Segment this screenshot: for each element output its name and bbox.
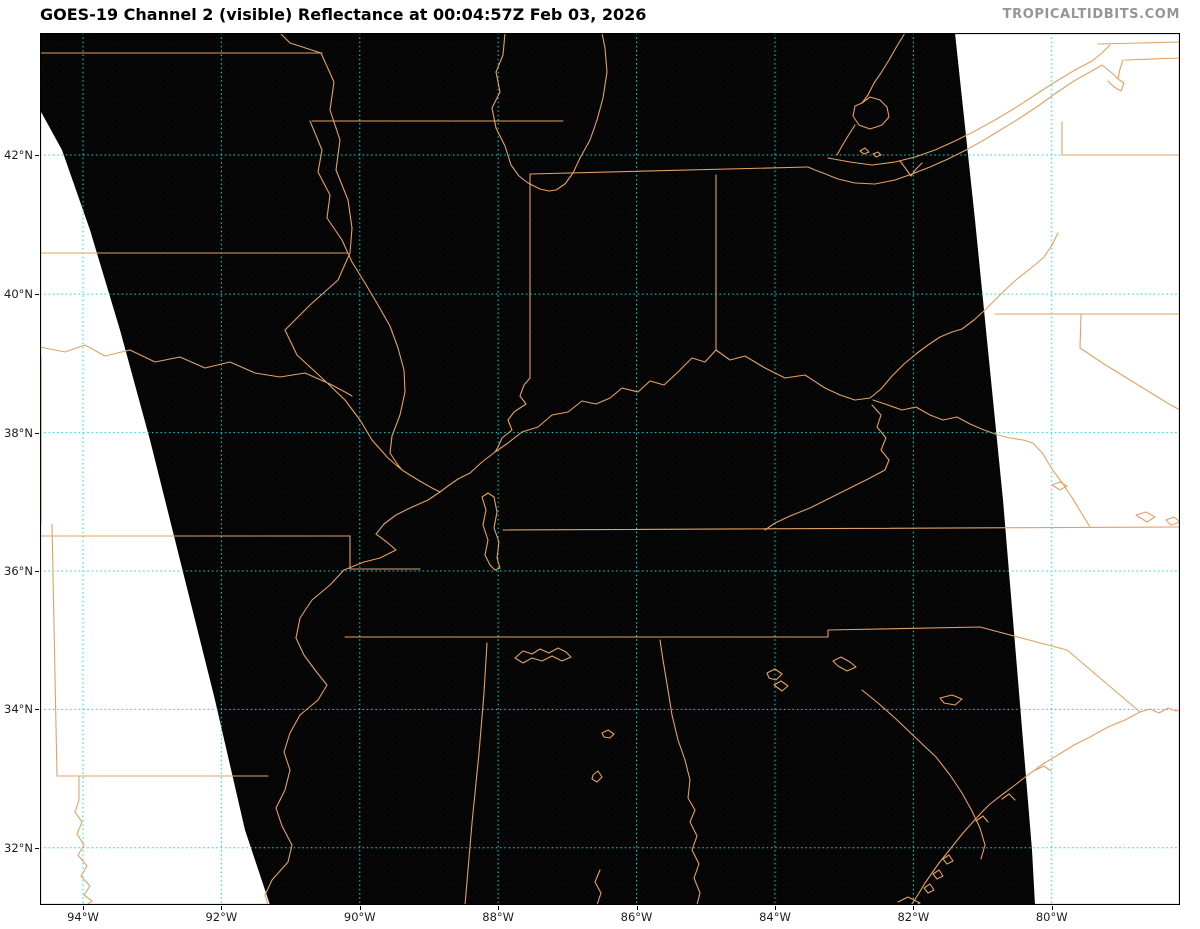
x-tick-label: 84°W bbox=[759, 910, 791, 924]
y-tick-label: 42°N bbox=[4, 147, 33, 162]
plot-frame bbox=[39, 32, 1181, 906]
x-tick-mark bbox=[359, 906, 361, 910]
x-tick-mark bbox=[82, 906, 84, 910]
x-tick-label: 94°W bbox=[67, 910, 99, 924]
y-tick-mark bbox=[35, 571, 39, 573]
latlon-grid bbox=[40, 33, 1180, 905]
map-plot-area bbox=[39, 32, 1181, 906]
y-tick-label: 32°N bbox=[4, 840, 33, 855]
x-tick-label: 92°W bbox=[205, 910, 238, 924]
x-tick-mark bbox=[636, 906, 638, 910]
coastline bbox=[910, 707, 1181, 906]
x-tick-mark bbox=[913, 906, 915, 910]
y-tick-label: 40°N bbox=[4, 287, 33, 302]
lake-shorelines bbox=[491, 32, 1125, 192]
x-tick-label: 86°W bbox=[620, 910, 653, 924]
x-tick-mark bbox=[774, 906, 776, 910]
x-tick-label: 88°W bbox=[482, 910, 515, 924]
x-tick-mark bbox=[1051, 906, 1053, 910]
x-tick-mark bbox=[498, 906, 500, 910]
x-tick-mark bbox=[221, 906, 223, 910]
y-tick-label: 36°N bbox=[4, 564, 33, 579]
y-tick-mark bbox=[35, 294, 39, 296]
x-tick-label: 90°W bbox=[343, 910, 376, 924]
page-title: GOES-19 Channel 2 (visible) Reflectance … bbox=[40, 5, 647, 24]
y-tick-mark bbox=[35, 847, 39, 849]
y-tick-label: 34°N bbox=[4, 702, 33, 717]
x-tick-label: 82°W bbox=[897, 910, 930, 924]
y-tick-label: 38°N bbox=[4, 425, 33, 440]
inland-lakes bbox=[481, 481, 1181, 783]
x-tick-label: 80°W bbox=[1035, 910, 1068, 924]
y-tick-mark bbox=[35, 432, 39, 434]
y-tick-mark bbox=[35, 709, 39, 711]
rivers bbox=[39, 32, 1181, 906]
y-tick-mark bbox=[35, 154, 39, 156]
site-watermark: TROPICALTIDBITS.COM bbox=[1002, 7, 1180, 22]
map-canvas bbox=[39, 32, 1181, 906]
